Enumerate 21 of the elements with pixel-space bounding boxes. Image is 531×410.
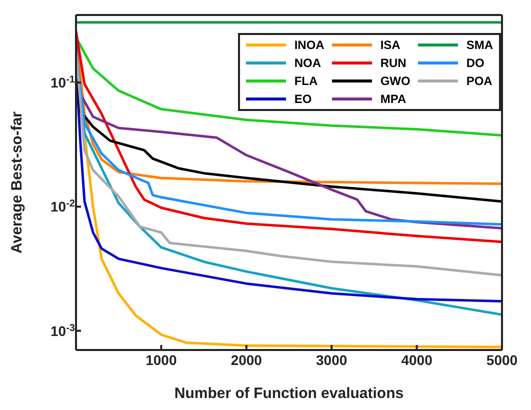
legend-label: INOA [294, 38, 324, 52]
y-axis-title: Average Best-so-far [8, 111, 26, 254]
x-tick-label: 5000 [486, 352, 518, 368]
legend-label: EO [294, 92, 312, 106]
x-axis-title: Number of Function evaluations [174, 385, 404, 402]
x-tick-label: 1000 [146, 352, 177, 368]
legend-label: RUN [380, 56, 406, 70]
y-tick-label: 10$^{-1}$ [50, 74, 76, 91]
y-tick-label: 10$^{-3}$ [50, 322, 76, 339]
legend-label: POA [466, 74, 492, 88]
legend-label: DO [466, 56, 484, 70]
x-tick-label: 3000 [316, 352, 348, 368]
legend-label: FLA [294, 74, 318, 88]
y-tick-label: 10$^{-2}$ [50, 198, 76, 215]
legend-label: MPA [380, 92, 406, 106]
legend-label: SMA [466, 38, 493, 52]
x-tick-label: 2000 [230, 352, 262, 368]
legend-label: NOA [294, 56, 321, 70]
legend-label: ISA [380, 38, 400, 52]
x-tick-label: 4000 [401, 352, 433, 368]
legend-label: GWO [380, 74, 410, 88]
